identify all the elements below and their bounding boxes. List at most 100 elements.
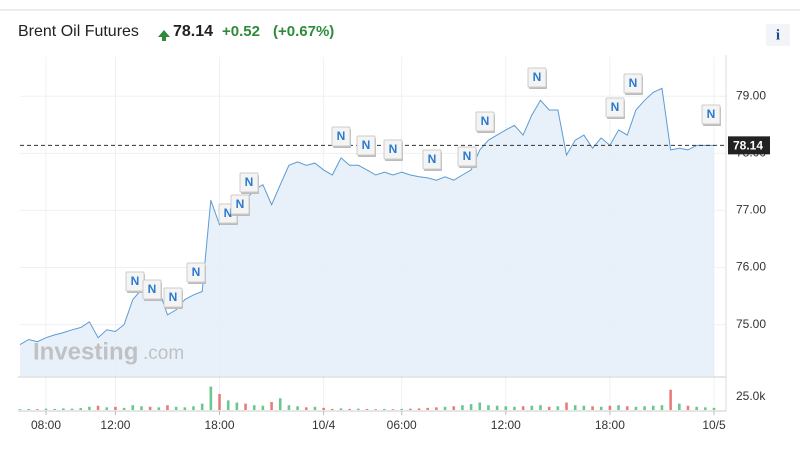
- news-marker-label: N: [707, 107, 716, 121]
- volume-bar: [426, 407, 430, 410]
- volume-bar: [218, 394, 221, 410]
- info-button[interactable]: [766, 24, 790, 46]
- volume-bar: [521, 406, 525, 410]
- watermark: Investing: [33, 338, 138, 365]
- change-percent: (+0.67%): [273, 23, 334, 40]
- last-price: 78.14: [173, 23, 213, 40]
- volume-bar: [313, 406, 317, 410]
- volume-bar: [547, 406, 551, 410]
- volume-bar: [660, 405, 664, 410]
- chart-title: Brent Oil Futures: [18, 23, 139, 40]
- volume-bar: [686, 405, 690, 410]
- volume-bar: [435, 407, 438, 410]
- volume-bar: [166, 405, 169, 410]
- volume-bar: [400, 408, 404, 410]
- volume-bar: [200, 403, 204, 410]
- news-marker: [383, 139, 403, 160]
- volume-bar: [296, 406, 299, 410]
- volume-bar: [530, 405, 534, 410]
- news-marker: [701, 104, 721, 125]
- volume-bar: [591, 406, 594, 410]
- volume-bar: [452, 406, 456, 410]
- volume-bar: [339, 408, 343, 410]
- volume-bar: [209, 386, 213, 410]
- info-icon[interactable]: i: [776, 27, 780, 43]
- news-marker-label: N: [389, 142, 398, 156]
- up-arrow: [158, 30, 170, 41]
- volume-bar: [573, 405, 577, 410]
- volume-bar: [461, 405, 464, 410]
- volume-bar: [608, 405, 612, 410]
- news-marker-label: N: [337, 129, 346, 143]
- volume-bar: [383, 408, 386, 410]
- volume-bar: [504, 406, 508, 410]
- volume-bar: [513, 406, 516, 410]
- volume-bar: [634, 406, 638, 410]
- news-marker-label: N: [236, 197, 245, 211]
- news-marker-label: N: [224, 206, 233, 220]
- x-tick-label: 12:00: [100, 418, 130, 432]
- volume-bar: [599, 406, 603, 410]
- volume-bar: [79, 408, 83, 410]
- volume-bar: [478, 402, 482, 410]
- news-marker: [239, 172, 259, 193]
- volume-bar: [304, 407, 308, 410]
- volume-bar: [140, 406, 143, 410]
- news-marker-label: N: [192, 265, 201, 279]
- news-marker: [142, 279, 162, 300]
- news-marker-label: N: [463, 149, 472, 163]
- x-tick-label: 12:00: [491, 418, 521, 432]
- news-marker-label: N: [629, 76, 638, 90]
- volume-bar: [244, 403, 247, 410]
- volume-bar: [391, 409, 395, 410]
- news-marker-label: N: [169, 290, 178, 304]
- news-marker: [475, 111, 495, 132]
- plot: [19, 87, 726, 377]
- axes: 75.0076.0077.0078.0079.0008:0012:0018:00…: [18, 55, 770, 432]
- news-marker-label: N: [148, 282, 157, 296]
- volume-bar: [487, 405, 490, 410]
- volume-bar: [651, 405, 655, 410]
- volume-bar: [677, 403, 681, 410]
- volume-bar: [322, 407, 325, 410]
- volume-bar: [44, 408, 48, 410]
- news-marker-label: N: [481, 114, 490, 128]
- x-tick-label: 08:00: [31, 418, 61, 432]
- volume-bar: [88, 406, 91, 410]
- volume-bar: [417, 408, 421, 410]
- watermark-suffix: .com: [143, 343, 184, 364]
- volume-bar: [36, 409, 39, 410]
- x-tick-label: 06:00: [387, 418, 417, 432]
- volume-pane: [18, 386, 716, 410]
- volume-bar: [131, 405, 135, 410]
- last-price-badge: [728, 136, 770, 155]
- volume-tick-label: 25.0k: [736, 389, 766, 403]
- volume-bar: [252, 405, 256, 410]
- news-marker: [605, 97, 625, 118]
- y-tick-label: 75.00: [736, 317, 766, 331]
- volume-bar: [539, 405, 542, 410]
- y-tick-label: 77.00: [736, 203, 766, 217]
- volume-bar: [70, 408, 74, 410]
- volume-bar: [443, 406, 447, 410]
- news-marker-label: N: [245, 175, 254, 189]
- y-tick-label: 79.00: [736, 88, 766, 102]
- volume-bar: [174, 406, 178, 410]
- news-marker: [356, 135, 376, 156]
- news-marker-label: N: [131, 274, 140, 288]
- volume-bar: [357, 408, 360, 410]
- volume-bar: [157, 407, 161, 410]
- volume-bar: [348, 408, 351, 410]
- volume-bar: [148, 406, 152, 410]
- news-marker: [422, 149, 442, 170]
- volume-bar: [278, 398, 282, 410]
- volume-bar: [556, 406, 560, 410]
- volume-bar: [643, 406, 646, 410]
- volume-bar: [18, 409, 22, 410]
- volume-bar: [183, 407, 187, 410]
- volume-bar: [53, 408, 57, 410]
- news-marker-label: N: [362, 138, 371, 152]
- volume-bar: [695, 406, 698, 410]
